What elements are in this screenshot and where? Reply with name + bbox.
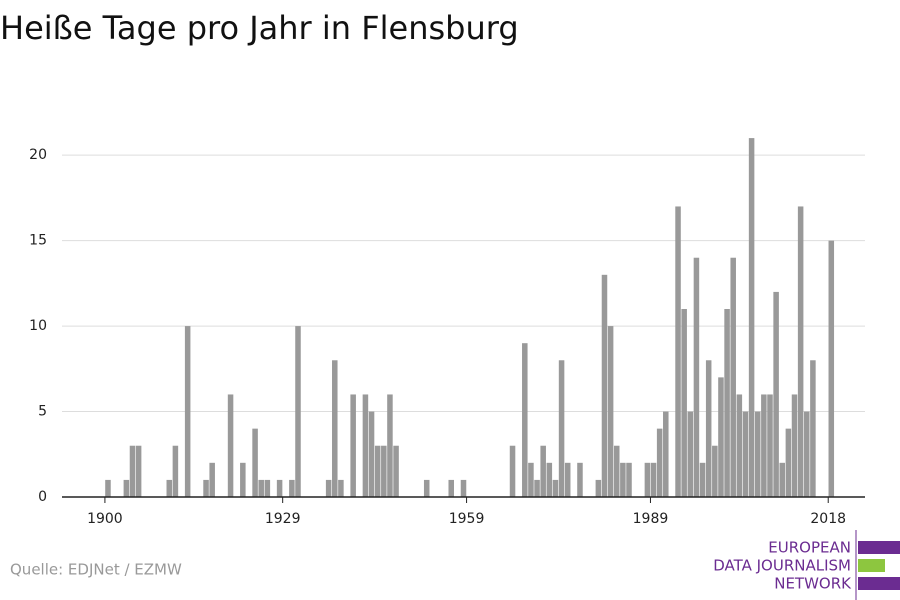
bar — [240, 462, 246, 497]
bar — [797, 206, 804, 498]
bar — [687, 411, 694, 497]
bar — [423, 479, 430, 497]
bar — [564, 462, 571, 497]
bar — [350, 394, 356, 497]
bar — [613, 445, 620, 497]
bar — [227, 394, 234, 497]
bar — [264, 479, 271, 497]
bar — [332, 360, 338, 497]
bar — [374, 445, 381, 497]
bar — [828, 240, 835, 498]
y-tick-label: 5 — [38, 404, 47, 420]
x-tick-label: 1900 — [87, 511, 123, 527]
bar — [773, 291, 779, 497]
bar — [258, 479, 264, 497]
bar — [736, 394, 743, 497]
bar — [761, 394, 767, 497]
y-tick-label: 20 — [29, 147, 47, 163]
x-tick-label: 2018 — [810, 511, 846, 527]
bar — [626, 462, 632, 497]
x-tick-label: 1959 — [449, 511, 485, 527]
bar — [129, 445, 136, 497]
bar — [681, 309, 687, 497]
logo-bar — [858, 559, 885, 572]
bar — [810, 360, 816, 497]
bar — [767, 394, 773, 497]
bar — [607, 326, 614, 497]
bar — [724, 309, 730, 497]
bar — [368, 411, 375, 497]
bar — [393, 445, 399, 497]
y-tick-label: 15 — [29, 233, 47, 249]
bar — [595, 479, 602, 497]
bar — [748, 138, 755, 497]
y-tick-label: 10 — [29, 318, 47, 334]
y-tick-label: 0 — [38, 489, 47, 505]
bar — [546, 462, 553, 497]
bar — [644, 462, 651, 497]
bar — [754, 411, 761, 497]
bar — [804, 411, 810, 497]
bar — [675, 206, 681, 498]
logo-bar — [858, 577, 900, 590]
chart-title: Heiße Tage pro Jahr in Flensburg — [0, 9, 519, 47]
bar — [509, 445, 516, 497]
bar — [252, 428, 258, 497]
bar — [650, 462, 657, 497]
logo-text: EUROPEAN — [768, 539, 851, 557]
bar — [184, 326, 191, 497]
bar — [718, 377, 724, 497]
x-tick-label: 1989 — [633, 511, 669, 527]
bar — [742, 411, 749, 497]
logo-text: NETWORK — [774, 575, 852, 593]
bar — [325, 479, 332, 497]
bar — [705, 360, 712, 497]
bar — [105, 479, 111, 497]
bar — [730, 257, 736, 497]
bar — [448, 479, 454, 497]
bar — [779, 462, 786, 497]
bar — [791, 394, 798, 497]
bar — [338, 479, 344, 497]
x-tick-label: 1929 — [265, 511, 301, 527]
bar — [276, 479, 283, 497]
bar — [135, 445, 142, 497]
bar — [387, 394, 393, 497]
bar — [699, 462, 706, 497]
logo-text: DATA JOURNALISM — [713, 557, 851, 575]
bar — [540, 445, 546, 497]
bar — [123, 479, 130, 497]
bar — [295, 326, 301, 497]
bar — [663, 411, 669, 497]
bar — [785, 428, 792, 497]
bar — [381, 445, 387, 497]
logo: EUROPEAN DATA JOURNALISM NETWORK — [713, 530, 900, 600]
bar — [620, 462, 626, 497]
bar — [203, 479, 209, 497]
source: Quelle: EDJNet / EZMW — [10, 561, 182, 579]
bar — [172, 445, 179, 497]
bar — [558, 360, 565, 497]
bar — [522, 343, 528, 497]
bar — [534, 479, 540, 497]
bar — [460, 479, 467, 497]
bar — [166, 479, 173, 497]
bar — [693, 257, 700, 497]
bar — [601, 274, 608, 497]
bar — [289, 479, 295, 497]
logo-bar — [858, 541, 900, 554]
bar — [209, 462, 215, 497]
bar — [656, 428, 663, 497]
bar — [712, 445, 718, 497]
bar — [552, 479, 559, 497]
bar — [362, 394, 369, 497]
bar — [577, 462, 583, 497]
bar — [528, 462, 534, 497]
